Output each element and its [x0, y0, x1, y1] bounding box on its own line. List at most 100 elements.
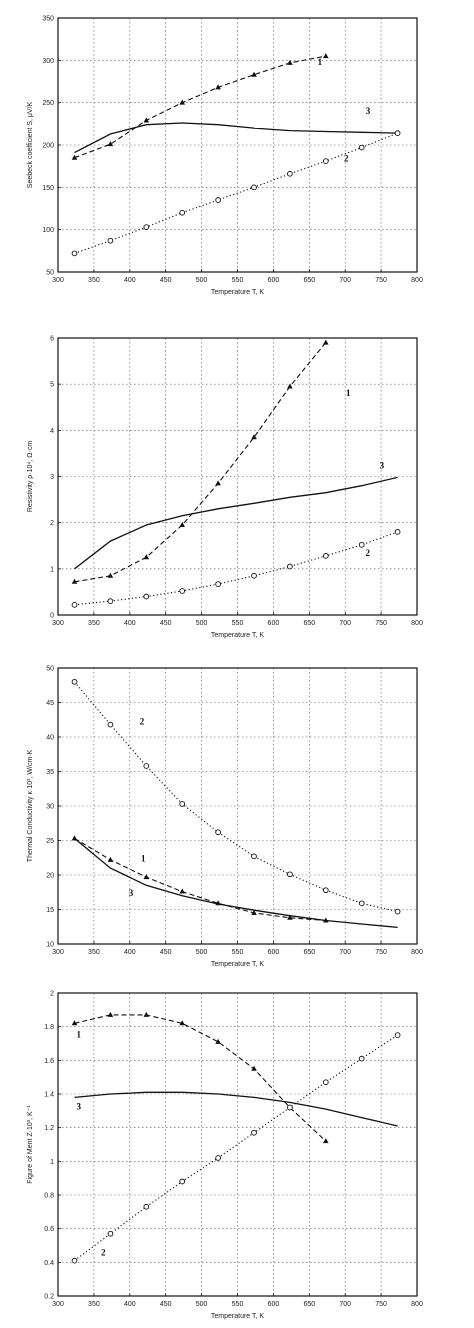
data-point-series-2 — [287, 871, 293, 878]
x-tick-label: 300 — [52, 277, 64, 284]
data-point-series-1 — [143, 874, 150, 880]
x-tick-label: 600 — [268, 620, 280, 627]
x-tick-label: 700 — [339, 949, 351, 956]
y-tick-label: 0.2 — [44, 1294, 54, 1301]
series-line-3 — [74, 1091, 398, 1127]
x-tick-label: 500 — [196, 620, 208, 627]
y-tick-label: 20 — [46, 873, 54, 880]
y-tick-label: 25 — [46, 838, 54, 845]
data-point-series-2 — [251, 853, 257, 860]
data-point-series-2 — [394, 130, 401, 136]
data-point-series-2 — [107, 721, 114, 728]
x-tick-label: 650 — [303, 620, 315, 627]
y-tick-label: 200 — [42, 143, 54, 150]
series-line-1 — [74, 342, 327, 583]
x-tick-label: 450 — [160, 949, 172, 956]
data-point-series-2 — [179, 209, 186, 216]
y-tick-label: 150 — [42, 185, 54, 192]
chart-resistivity: 300 350 400 450 500 550 600 650 700 750 800 0 1 2 3 4 5 6… — [27, 336, 423, 640]
series-line-2 — [74, 681, 398, 913]
data-point-series-2 — [215, 197, 221, 203]
x-tick-label: 350 — [88, 277, 100, 284]
x-tick-label: 450 — [160, 620, 172, 627]
y-tick-label: 10 — [46, 942, 54, 949]
y-tick-label: 3 — [50, 474, 54, 481]
series-label-1: 1 — [141, 854, 146, 864]
data-point-series-2 — [251, 1129, 257, 1136]
x-tick-label: 550 — [232, 1301, 244, 1308]
chart-thermal-conductivity: 300 350 400 450 500 550 600 650 700 750 8001015202… — [27, 666, 423, 969]
y-tick-label: 35 — [46, 769, 54, 776]
x-tick-label: 650 — [303, 1301, 315, 1308]
x-tick-label: 800 — [411, 949, 423, 956]
data-point-series-2 — [358, 144, 365, 151]
data-point-series-1 — [287, 59, 293, 65]
x-tick-label: 350 — [88, 620, 100, 627]
data-point-series-1 — [107, 856, 114, 862]
x-tick-label: 500 — [196, 1301, 208, 1308]
x-tick-label: 700 — [339, 277, 351, 284]
series-line-1 — [74, 1014, 327, 1142]
x-tick-label: 300 — [52, 949, 64, 956]
x-tick-label: 450 — [160, 1301, 172, 1308]
series-line-3 — [74, 837, 398, 929]
data-point-series-2 — [322, 1079, 329, 1086]
y-tick-label: 5 — [50, 382, 54, 389]
y-tick-label: 40 — [46, 735, 54, 742]
data-point-series-2 — [251, 572, 257, 579]
data-point-series-2 — [71, 601, 78, 608]
x-tick-label: 400 — [124, 277, 136, 284]
x-tick-label: 550 — [232, 949, 244, 956]
data-point-series-2 — [251, 184, 257, 191]
series-label-1: 1 — [77, 1029, 82, 1039]
data-point-series-2 — [179, 801, 186, 807]
data-point-series-2 — [358, 1055, 365, 1062]
data-point-series-2 — [143, 763, 150, 769]
x-tick-label: 500 — [196, 949, 208, 956]
x-tick-label: 500 — [196, 277, 208, 284]
y-tick-label: 50 — [46, 666, 54, 673]
data-point-series-2 — [143, 593, 150, 600]
data-point-series-2 — [215, 581, 221, 587]
series-label-1: 1 — [346, 388, 351, 398]
y-axis-label: Resistivity ρ·10⁴, Ω·cm — [27, 441, 34, 513]
x-tick-label: 650 — [303, 277, 315, 284]
series-label-2: 2 — [366, 548, 371, 558]
series-label-3: 3 — [380, 461, 385, 471]
x-tick-label: 800 — [411, 620, 423, 627]
chart-figure-of-merit: 300 350 400 450 500 550 600 650 700 750 800 0.2 0.4 0… — [27, 991, 423, 1321]
x-tick-label: 750 — [375, 277, 387, 284]
y-tick-label: 1.8 — [44, 1024, 54, 1031]
x-tick-label: 600 — [268, 1301, 280, 1308]
y-tick-label: 0.6 — [44, 1226, 54, 1233]
data-point-series-2 — [322, 553, 329, 559]
data-point-series-1 — [179, 99, 186, 105]
series-line-3 — [74, 122, 398, 154]
data-point-series-1 — [251, 909, 257, 915]
x-tick-label: 400 — [124, 620, 136, 627]
y-tick-label: 1.2 — [44, 1125, 54, 1132]
x-tick-label: 550 — [232, 277, 244, 284]
data-point-series-1 — [215, 84, 221, 90]
x-tick-label: 800 — [411, 1301, 423, 1308]
y-tick-label: 1.4 — [44, 1092, 54, 1099]
series-line-3 — [74, 476, 398, 570]
series-label-2: 2 — [344, 153, 349, 163]
data-point-series-2 — [287, 1104, 293, 1111]
data-point-series-2 — [107, 1230, 114, 1237]
y-tick-label: 250 — [42, 100, 54, 107]
x-tick-label: 600 — [268, 949, 280, 956]
data-point-series-1 — [143, 117, 150, 123]
data-point-series-2 — [107, 237, 114, 244]
y-tick-label: 1 — [50, 1159, 54, 1166]
data-point-series-2 — [322, 887, 329, 894]
y-tick-label: 1 — [50, 566, 54, 573]
series-label-2: 2 — [101, 1248, 106, 1258]
y-tick-label: 50 — [46, 270, 54, 277]
y-tick-label: 350 — [42, 16, 54, 23]
y-tick-label: 4 — [50, 428, 54, 435]
x-tick-label: 650 — [303, 949, 315, 956]
data-point-series-1 — [71, 578, 78, 584]
data-point-series-1 — [143, 1011, 150, 1017]
x-axis-label: Temperature T, K — [211, 1313, 265, 1320]
